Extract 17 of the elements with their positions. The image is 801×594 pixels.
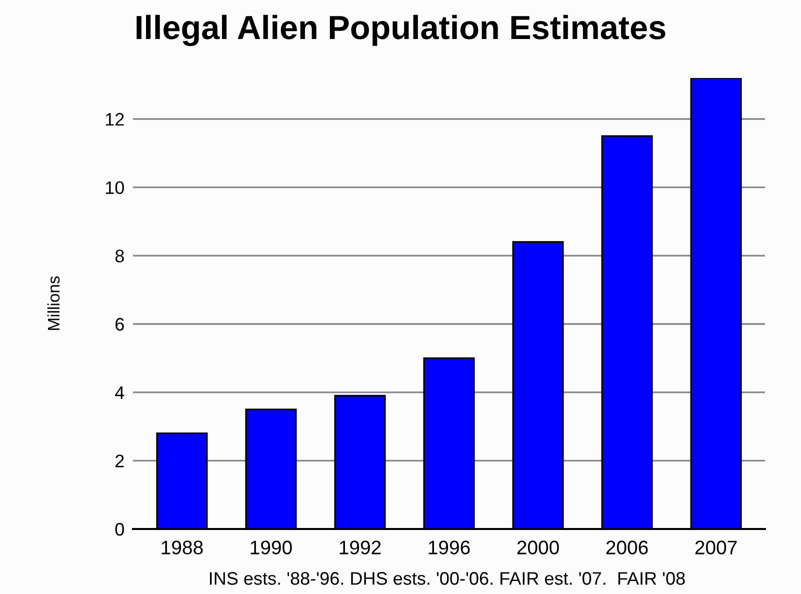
text: INS ests. '88-'96. DHS ests. '00-'06. FAIR est. '07. FAIR '08 (210, 572, 685, 585)
x-tick-label: 2000 (517, 540, 559, 554)
x-tick-label: 1990 (250, 540, 292, 554)
y-tick-label: 6 (116, 318, 124, 331)
y-tick-label: 2 (116, 454, 124, 468)
x-tick-label: 2007 (695, 540, 737, 554)
y-tick-label: 10 (106, 181, 124, 194)
y-tick-label: 8 (115, 250, 124, 262)
x-tick-label: 2006 (606, 540, 648, 554)
x-tick-label: 1992 (340, 540, 381, 554)
x-tick-label: 1996 (428, 540, 470, 554)
y-tick-label: 4 (115, 386, 124, 399)
x-tick-label: 1988 (162, 540, 203, 554)
chart-title: Illegal Alien Population Estimates (136, 14, 666, 46)
y-axis-title: Millions (47, 276, 60, 330)
y-tick-label: 12 (106, 112, 124, 126)
y-tick-label: 0 (115, 522, 124, 536)
